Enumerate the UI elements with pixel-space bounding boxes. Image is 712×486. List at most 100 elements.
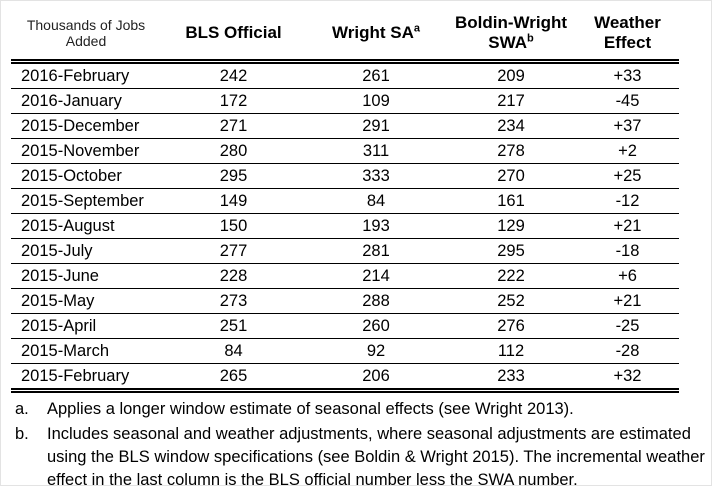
table-header: Thousands of Jobs Added BLS Official Wri… [11,9,679,65]
cell-weather-effect: +25 [576,163,679,190]
cell-bls-official: 280 [161,138,306,165]
cell-month: 2015-September [11,188,161,215]
table-row: 2015-May 273 288 252 +21 [11,288,679,315]
boldin-wright-line1: Boldin-Wright [454,13,568,32]
header-row: Thousands of Jobs Added BLS Official Wri… [11,9,679,65]
cell-bls-official: 242 [161,61,306,90]
cell-weather-effect: +33 [576,61,679,90]
cell-month: 2015-August [11,213,161,240]
cell-weather-effect: +6 [576,263,679,290]
footnote-text: Applies a longer window estimate of seas… [47,400,574,419]
cell-wright-sa: 291 [306,113,446,140]
footnote-marker: b. [15,424,29,443]
cell-wright-sa: 281 [306,238,446,265]
cell-bls-official: 277 [161,238,306,265]
cell-bls-official: 271 [161,113,306,140]
footnote: b. Includes seasonal and weather adjustm… [15,423,705,486]
table-row: 2015-April 251 260 276 -25 [11,313,679,340]
cell-month: 2015-February [11,363,161,394]
table-row: 2016-January 172 109 217 -45 [11,88,679,115]
cell-month: 2015-July [11,238,161,265]
column-header-boldin-wright-swa: Boldin-Wright SWAb [446,9,576,65]
table-row: 2015-November 280 311 278 +2 [11,138,679,165]
table-row: 2016-February 242 261 209 +33 [11,61,679,90]
cell-month: 2015-November [11,138,161,165]
cell-bls-official: 295 [161,163,306,190]
table-row: 2015-March 84 92 112 -28 [11,338,679,365]
cell-weather-effect: -18 [576,238,679,265]
cell-weather-effect: +21 [576,288,679,315]
cell-bls-official: 251 [161,313,306,340]
table-row: 2015-June 228 214 222 +6 [11,263,679,290]
column-header-month-line1: Thousands of Jobs [26,16,146,33]
cell-boldin-wright-swa: 209 [446,61,576,90]
table-row: 2015-October 295 333 270 +25 [11,163,679,190]
cell-bls-official: 150 [161,213,306,240]
cell-bls-official: 84 [161,338,306,365]
cell-wright-sa: 288 [306,288,446,315]
column-header-wright-sa: Wright SAa [306,9,446,65]
cell-boldin-wright-swa: 161 [446,188,576,215]
column-header-month-line2: Added [65,33,107,50]
footnote-a-marker: a [413,22,420,35]
cell-wright-sa: 206 [306,363,446,394]
cell-weather-effect: +32 [576,363,679,394]
swa-label: SWA [488,33,527,53]
cell-weather-effect: -28 [576,338,679,365]
cell-boldin-wright-swa: 270 [446,163,576,190]
cell-weather-effect: +2 [576,138,679,165]
cell-boldin-wright-swa: 234 [446,113,576,140]
cell-weather-effect: +21 [576,213,679,240]
cell-month: 2016-February [11,61,161,90]
table-row: 2015-August 150 193 129 +21 [11,213,679,240]
cell-weather-effect: -45 [576,88,679,115]
footnotes: a. Applies a longer window estimate of s… [15,398,705,486]
cell-month: 2015-June [11,263,161,290]
cell-month: 2015-March [11,338,161,365]
cell-boldin-wright-swa: 295 [446,238,576,265]
table-row: 2015-July 277 281 295 -18 [11,238,679,265]
cell-wright-sa: 260 [306,313,446,340]
cell-weather-effect: +37 [576,113,679,140]
cell-boldin-wright-swa: 252 [446,288,576,315]
cell-wright-sa: 261 [306,61,446,90]
cell-bls-official: 273 [161,288,306,315]
wright-sa-label: Wright SA [332,23,414,43]
table-body: 2016-February 242 261 209 +33 2016-Janua… [11,61,679,394]
cell-bls-official: 149 [161,188,306,215]
footnote-b-marker: b [527,32,534,45]
cell-bls-official: 172 [161,88,306,115]
cell-boldin-wright-swa: 276 [446,313,576,340]
cell-wright-sa: 109 [306,88,446,115]
cell-wright-sa: 92 [306,338,446,365]
column-header-month: Thousands of Jobs Added [11,9,161,65]
column-header-weather-effect: Weather Effect [576,9,679,65]
cell-boldin-wright-swa: 222 [446,263,576,290]
cell-month: 2015-April [11,313,161,340]
cell-month: 2015-October [11,163,161,190]
table-row: 2015-September 149 84 161 -12 [11,188,679,215]
cell-boldin-wright-swa: 233 [446,363,576,394]
cell-month: 2016-January [11,88,161,115]
cell-boldin-wright-swa: 112 [446,338,576,365]
cell-wright-sa: 214 [306,263,446,290]
footnote-marker: a. [15,400,29,419]
table-row: 2015-February 265 206 233 +32 [11,363,679,394]
cell-boldin-wright-swa: 217 [446,88,576,115]
cell-weather-effect: -12 [576,188,679,215]
footnote-text: Includes seasonal and weather adjustment… [47,424,705,486]
cell-wright-sa: 311 [306,138,446,165]
cell-boldin-wright-swa: 278 [446,138,576,165]
column-header-bls-official: BLS Official [161,9,306,65]
cell-bls-official: 265 [161,363,306,394]
cell-wright-sa: 193 [306,213,446,240]
cell-weather-effect: -25 [576,313,679,340]
table-row: 2015-December 271 291 234 +37 [11,113,679,140]
cell-bls-official: 228 [161,263,306,290]
cell-month: 2015-December [11,113,161,140]
cell-boldin-wright-swa: 129 [446,213,576,240]
footnote: a. Applies a longer window estimate of s… [15,398,705,421]
cell-wright-sa: 84 [306,188,446,215]
cell-wright-sa: 333 [306,163,446,190]
